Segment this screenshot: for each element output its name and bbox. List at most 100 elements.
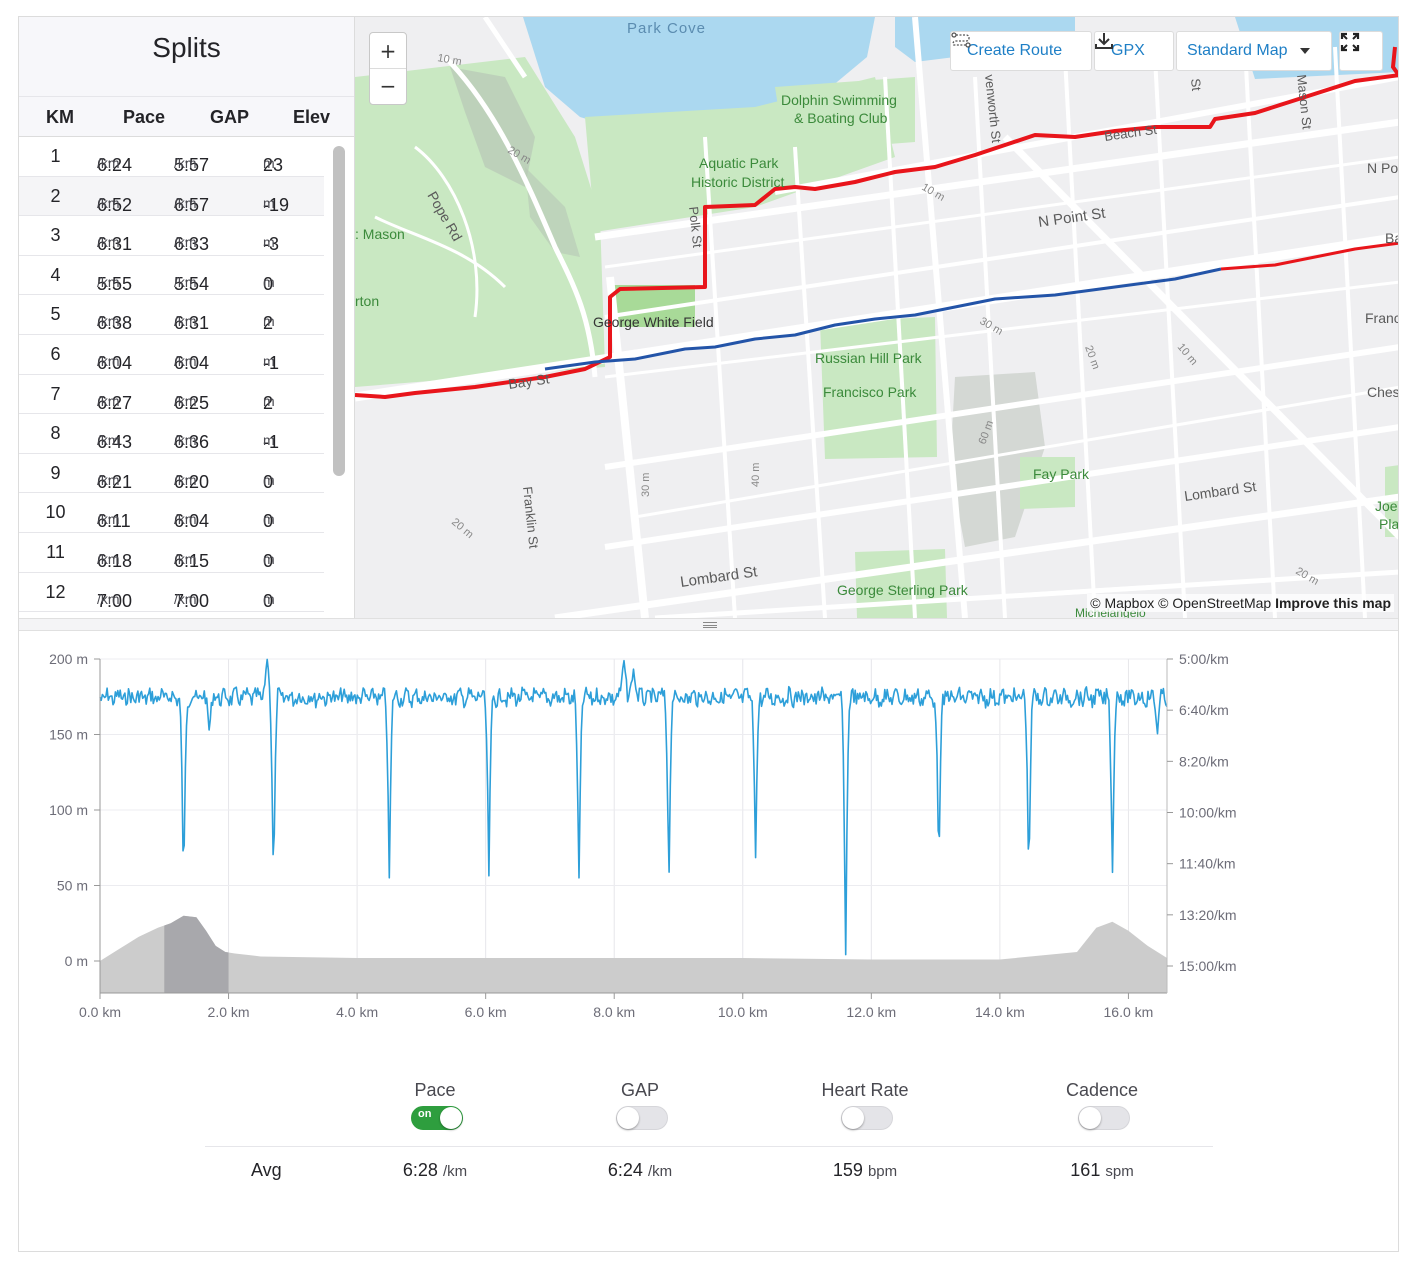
metric-toggle[interactable] [1078, 1106, 1130, 1130]
park-area [355, 57, 605, 387]
metric-label: Heart Rate [821, 1080, 909, 1100]
pace-unit: /km [97, 432, 120, 449]
metric-toggles: Pace on 6:28 /km GAP 6:24 /km Heart Rate 159 b… [19, 1057, 1398, 1237]
y-right-tick-label: 6:40/km [1179, 702, 1229, 718]
label-francisco-park: Francisco Park [823, 384, 917, 400]
elev-unit: m [263, 550, 275, 567]
label-chestnut: Ches [1367, 384, 1399, 400]
attribution-text[interactable]: © Mapbox © OpenStreetMap [1090, 595, 1272, 611]
metric-label: GAP [620, 1080, 659, 1100]
split-row[interactable]: 3 6:31 /km 6:33 /km -3 m [19, 216, 324, 256]
metric-toggle[interactable] [841, 1106, 893, 1130]
pace-unit: /km [174, 352, 197, 369]
pace-unit: /km [97, 234, 120, 251]
split-gap-value: 7:00 [174, 590, 210, 611]
split-row[interactable]: 6 6:04 /km 6:04 /km -1 m [19, 335, 324, 375]
split-row[interactable]: 4 5:55 /km 5:54 /km 0 m [19, 256, 324, 296]
improve-map-link[interactable]: Improve this map [1275, 595, 1391, 611]
label-dolphin: & Boating Club [794, 110, 888, 126]
contour-label: 10 m [436, 52, 462, 68]
split-pace-value: 6:43 [97, 432, 133, 453]
col-elev: Elev [293, 107, 331, 127]
metric-average-value: 161 [1070, 1160, 1101, 1180]
activity-chart-svg[interactable]: 200 m 150 m 100 m 50 m 0 m 5:00/km 6:40/km 8:20… [19, 631, 1399, 1051]
pace-unit: /km [97, 471, 120, 488]
split-km: 9 [50, 462, 61, 483]
zoom-out-button[interactable]: − [370, 68, 406, 103]
map-style-dropdown[interactable]: Standard Map [1176, 31, 1332, 71]
resize-divider[interactable] [19, 618, 1398, 631]
elev-unit: m [263, 313, 275, 330]
label-aquatic-park: Aquatic Park [699, 155, 779, 171]
split-elev-value: 0 [263, 511, 274, 532]
col-km: KM [46, 107, 74, 127]
metric-average-value: 6:24 [607, 1160, 643, 1180]
route-map[interactable]: Park Cove Dolphin Swimming & Boating Clu… [355, 17, 1399, 618]
elev-unit: m [263, 352, 275, 369]
splits-panel: Splits KM Pace GAP Elev 1 6:24 /km 5:57 /k… [19, 17, 355, 618]
metric-toggle[interactable] [616, 1106, 668, 1130]
label-russian-hill-park: Russian Hill Park [815, 350, 923, 366]
y-left-tick-label: 200 m [49, 651, 88, 667]
pace-unit: /km [97, 194, 120, 211]
col-gap: GAP [210, 107, 250, 127]
split-elev-value: -1 [263, 352, 280, 373]
pace-unit: /km [174, 471, 197, 488]
split-row[interactable]: 12 7:00 /km 7:00 /km 0 m [19, 573, 324, 613]
drag-handle-icon[interactable] [703, 622, 717, 628]
split-gap-value: 6:25 [174, 392, 210, 413]
elev-unit: m [263, 511, 275, 528]
pace-unit: /km [174, 511, 197, 528]
split-row[interactable]: 5 6:38 /km 6:31 /km 2 m [19, 295, 324, 335]
split-km: 12 [45, 581, 66, 602]
split-pace-value: 6:38 [97, 313, 133, 334]
elevation-highlight [164, 915, 229, 993]
split-elev-value: 2 [263, 313, 274, 334]
contour-label: 40 m [750, 463, 762, 487]
split-row[interactable]: 1 6:24 /km 5:57 /km 23 m [19, 137, 324, 177]
create-route-label: Create Route [967, 42, 1063, 59]
metric-average: 6:28 /km [355, 1160, 515, 1181]
split-pace-value: 6:24 [97, 155, 133, 175]
toggle-knob [617, 1107, 639, 1129]
split-gap-value: 6:31 [174, 313, 210, 334]
splits-scrollbar-thumb[interactable] [333, 146, 345, 476]
metric-average: 159 bpm [785, 1160, 945, 1181]
split-km: 10 [45, 502, 66, 523]
split-row[interactable]: 8 6:43 /km 6:36 /km -1 m [19, 414, 324, 454]
split-row[interactable]: 10 6:11 /km 6:04 /km 0 m [19, 493, 324, 533]
y-left-tick-label: 50 m [57, 878, 88, 894]
zoom-in-button[interactable]: + [370, 33, 406, 68]
create-route-button[interactable]: Create Route [950, 31, 1092, 71]
split-elev-value: -1 [263, 432, 280, 453]
split-row[interactable]: 9 6:21 /km 6:20 /km 0 m [19, 454, 324, 494]
y-left-tick-label: 150 m [49, 727, 88, 743]
splits-column-headers: KM Pace GAP Elev [19, 97, 354, 137]
split-row[interactable]: 7 6:27 /km 6:25 /km 2 m [19, 375, 324, 415]
split-row[interactable]: 2 6:52 /km 6:57 /km -19 m [19, 176, 324, 217]
elev-unit: m [263, 234, 275, 251]
fullscreen-button[interactable] [1339, 31, 1383, 71]
splits-rows: 1 6:24 /km 5:57 /km 23 m 2 6:52 /km 6:57 /km -1… [19, 137, 324, 613]
split-elev-value: 0 [263, 550, 274, 571]
label-mason-st: Mason St [1294, 74, 1315, 131]
metric-toggle[interactable]: on [411, 1106, 463, 1130]
chevron-down-icon [1299, 48, 1310, 54]
map-canvas[interactable]: Park Cove Dolphin Swimming & Boating Clu… [355, 17, 1399, 618]
label-polk-st: Polk St [686, 206, 705, 249]
activity-chart[interactable]: 200 m 150 m 100 m 50 m 0 m 5:00/km 6:40/km 8:20… [19, 631, 1399, 1051]
y-right-tick-label: 8:20/km [1179, 753, 1229, 769]
splits-scrollbar[interactable] [331, 142, 347, 618]
pace-unit: /km [97, 392, 120, 409]
x-tick-label: 10.0 km [718, 1004, 768, 1020]
split-km: 2 [50, 185, 61, 206]
label-n-point-st: N Po [1367, 160, 1398, 176]
x-tick-label: 16.0 km [1104, 1004, 1154, 1020]
split-gap-value: 5:54 [174, 273, 210, 294]
toggle-on-text: on [418, 1108, 432, 1120]
split-row[interactable]: 11 6:18 /km 6:15 /km 0 m [19, 533, 324, 573]
split-gap-value: 6:57 [174, 194, 210, 215]
route-line-red [1390, 46, 1398, 78]
gpx-download-button[interactable]: GPX [1094, 31, 1174, 71]
metric-divider [205, 1146, 1213, 1147]
